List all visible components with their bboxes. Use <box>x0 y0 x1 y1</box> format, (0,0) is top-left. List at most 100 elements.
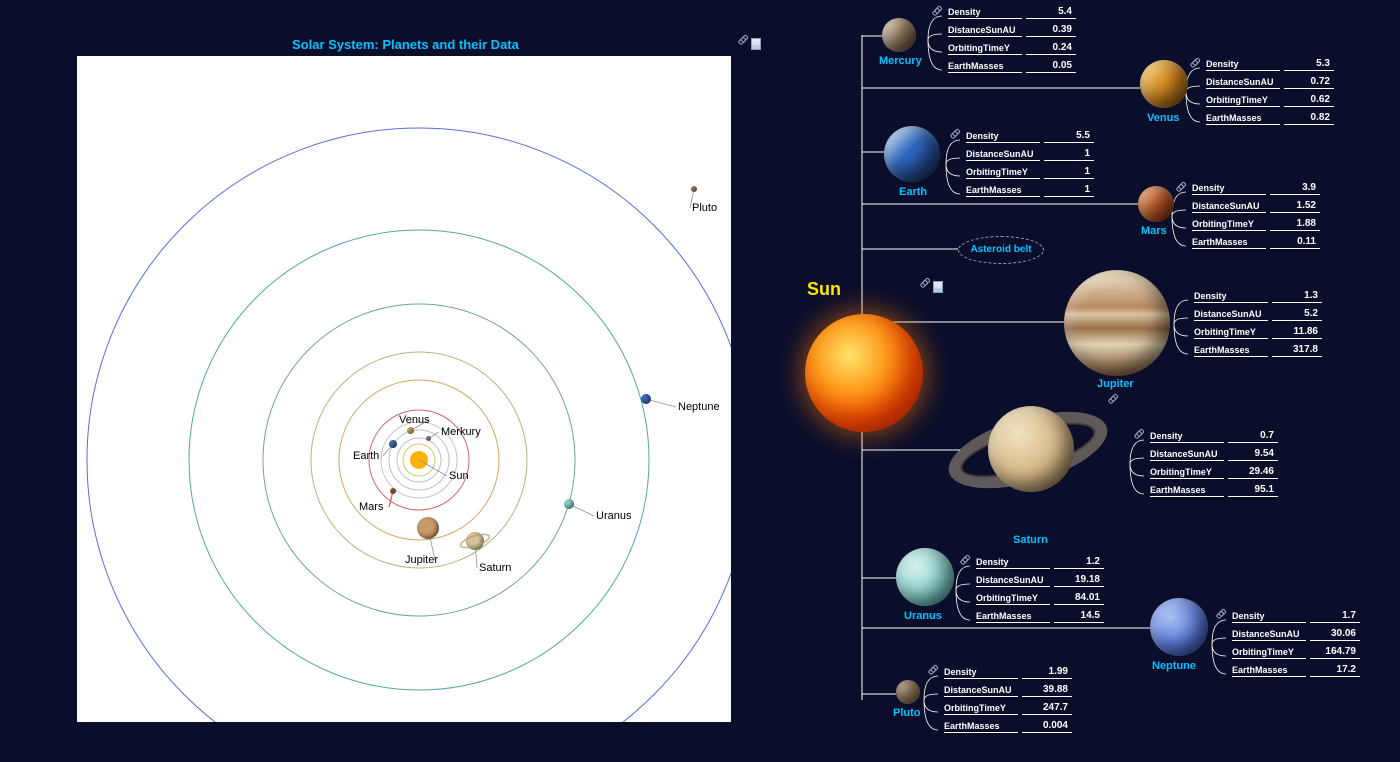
stat-label: Density <box>1194 291 1268 303</box>
link-icon[interactable] <box>736 34 749 47</box>
planet-name: Earth <box>899 186 927 198</box>
link-icon[interactable] <box>918 277 931 290</box>
planet-stats: Density5.3DistanceSunAU0.72OrbitingTimeY… <box>1206 56 1356 128</box>
planet-link-icon[interactable] <box>1190 55 1203 73</box>
stat-label: Density <box>1150 431 1224 443</box>
stat-label: DistanceSunAU <box>966 149 1040 161</box>
planet-name: Jupiter <box>1097 378 1134 390</box>
stat-label: EarthMasses <box>1150 485 1224 497</box>
link-icon[interactable] <box>930 5 943 18</box>
planet-sphere <box>896 548 954 606</box>
stat-label: Density <box>1206 59 1280 71</box>
stat-label: EarthMasses <box>1194 345 1268 357</box>
stat-value: 9.54 <box>1228 448 1278 461</box>
stat-label: EarthMasses <box>948 61 1022 73</box>
orbit-label: Saturn <box>479 562 511 574</box>
link-icon[interactable] <box>958 554 971 567</box>
orbit-planet-dot <box>389 440 397 448</box>
stat-label: OrbitingTimeY <box>1206 95 1280 107</box>
sun-label: Sun <box>807 279 841 300</box>
stat-label: EarthMasses <box>1232 665 1306 677</box>
stat-value: 1.7 <box>1310 610 1360 623</box>
stat-value: 1.88 <box>1270 218 1320 231</box>
stat-value: 0.39 <box>1026 24 1076 37</box>
link-icon[interactable] <box>948 128 961 141</box>
planet-link-icon[interactable] <box>928 662 941 680</box>
stat-label: DistanceSunAU <box>948 25 1022 37</box>
page-title: Solar System: Planets and their Data <box>292 37 519 52</box>
planet-stats: Density1.3DistanceSunAU5.2OrbitingTimeY1… <box>1194 288 1344 360</box>
stat-value: 0.11 <box>1270 236 1320 249</box>
stat-value: 29.46 <box>1228 466 1278 479</box>
planet-stats: Density5.4DistanceSunAU0.39OrbitingTimeY… <box>948 4 1098 76</box>
planet-link-icon[interactable] <box>1216 606 1229 624</box>
orbit-planet-dot <box>564 499 574 509</box>
planet-stats: Density 0.7 DistanceSunAU 9.54 OrbitingTimeY… <box>1150 428 1300 500</box>
planet-link-icon[interactable] <box>932 3 945 21</box>
stat-value: 1 <box>1044 148 1094 161</box>
stat-label: EarthMasses <box>966 185 1040 197</box>
planet-sphere <box>896 680 920 704</box>
link-icon[interactable] <box>1214 608 1227 621</box>
orbit-label: Neptune <box>678 401 720 413</box>
link-icon[interactable] <box>1106 393 1119 406</box>
sun-sphere <box>805 314 923 432</box>
stat-value: 84.01 <box>1054 592 1104 605</box>
stat-value: 0.82 <box>1284 112 1334 125</box>
planet-link-icon[interactable] <box>950 126 963 144</box>
orbit-label: Sun <box>449 470 469 482</box>
link-icon[interactable] <box>926 664 939 677</box>
stat-value: 30.06 <box>1310 628 1360 641</box>
planet-stats: Density1.2DistanceSunAU19.18OrbitingTime… <box>976 554 1126 626</box>
orbit-label: Mars <box>359 501 383 513</box>
stat-value: 0.7 <box>1228 430 1278 443</box>
stat-value: 247.7 <box>1022 702 1072 715</box>
stat-label: Density <box>1232 611 1306 623</box>
stat-label: DistanceSunAU <box>944 685 1018 697</box>
orbit-label: Merkury <box>441 426 481 438</box>
orbit-planet-dot <box>390 488 396 494</box>
orbit-planet-dot <box>641 394 651 404</box>
planet-stats: Density3.9DistanceSunAU1.52OrbitingTimeY… <box>1192 180 1342 252</box>
asteroid-belt: Asteroid belt <box>958 236 1044 264</box>
planet-link-icon[interactable] <box>1176 179 1189 197</box>
stat-value: 1 <box>1044 166 1094 179</box>
stat-value: 5.3 <box>1284 58 1334 71</box>
stat-value: 0.05 <box>1026 60 1076 73</box>
stat-label: OrbitingTimeY <box>948 43 1022 55</box>
orbit-label: Pluto <box>692 202 717 214</box>
planet-sphere <box>1064 270 1170 376</box>
link-icon[interactable] <box>1132 428 1145 441</box>
note-icon[interactable] <box>933 281 943 293</box>
orbit-label: Jupiter <box>405 554 438 566</box>
orbit-label: Venus <box>399 414 430 426</box>
planet-link-icon[interactable] <box>1134 426 1147 444</box>
stat-label: DistanceSunAU <box>1150 449 1224 461</box>
note-icon[interactable] <box>751 38 761 50</box>
stat-value: 1 <box>1044 184 1094 197</box>
link-icon[interactable] <box>1188 57 1201 70</box>
orbit-planet-dot <box>691 186 697 192</box>
link-icon[interactable] <box>1174 181 1187 194</box>
planet-stats: Density1.99DistanceSunAU39.88OrbitingTim… <box>944 664 1094 736</box>
planet-name: Uranus <box>904 610 942 622</box>
planet-link-icon[interactable] <box>960 552 973 570</box>
stat-value: 39.88 <box>1022 684 1072 697</box>
planet-name: Mercury <box>879 55 922 67</box>
sun-icons[interactable] <box>920 275 947 293</box>
planet-stats: Density1.7DistanceSunAU30.06OrbitingTime… <box>1232 608 1382 680</box>
stat-label: OrbitingTimeY <box>1150 467 1224 479</box>
stat-value: 1.99 <box>1022 666 1072 679</box>
orbit-planet-dot <box>426 436 431 441</box>
planet-name: Venus <box>1147 112 1179 124</box>
stat-label: OrbitingTimeY <box>966 167 1040 179</box>
stat-value: 0.004 <box>1022 720 1072 733</box>
stat-value: 11.86 <box>1272 326 1322 339</box>
stat-label: OrbitingTimeY <box>1232 647 1306 659</box>
planet-link-icon[interactable] <box>1108 391 1121 409</box>
orbit-panel-icons[interactable] <box>738 32 765 50</box>
stat-value: 0.72 <box>1284 76 1334 89</box>
stat-value: 317.8 <box>1272 344 1322 357</box>
stat-label: EarthMasses <box>1206 113 1280 125</box>
stat-value: 19.18 <box>1054 574 1104 587</box>
